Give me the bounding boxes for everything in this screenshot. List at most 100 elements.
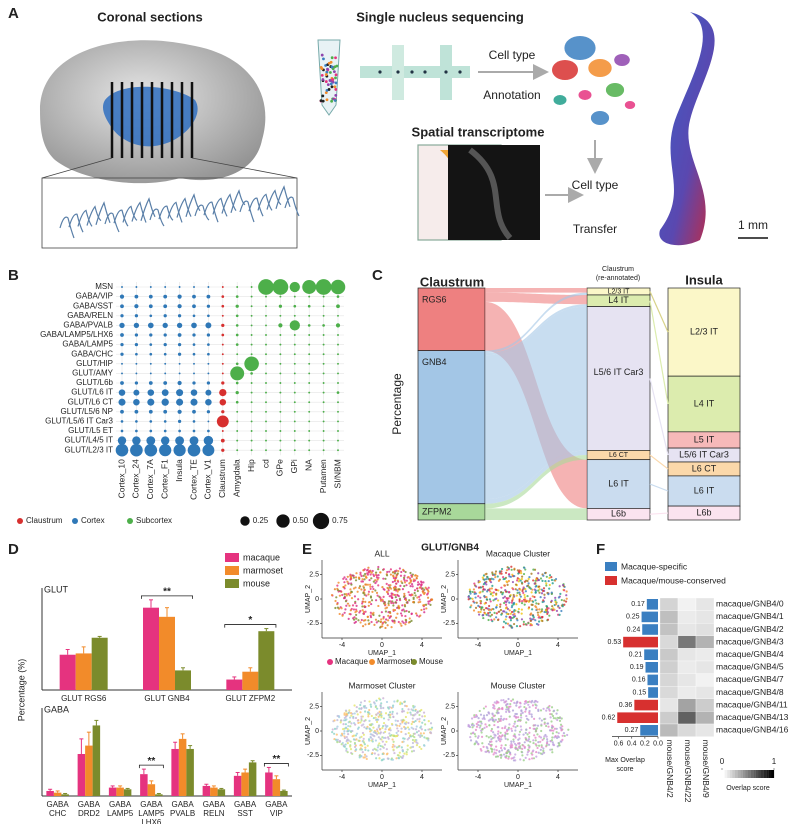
column-label: Cortex_F1 bbox=[159, 459, 169, 499]
section-slice bbox=[68, 213, 84, 233]
umap-point bbox=[368, 708, 371, 712]
umap-point bbox=[474, 596, 477, 599]
umap-point bbox=[382, 595, 385, 599]
nucleus bbox=[324, 64, 328, 67]
umap-point bbox=[475, 585, 478, 588]
umap-point bbox=[375, 757, 378, 760]
dot bbox=[149, 343, 153, 346]
dot bbox=[173, 444, 186, 457]
umap-point bbox=[403, 592, 406, 595]
dot bbox=[221, 286, 224, 288]
umap-point bbox=[397, 620, 400, 624]
dot bbox=[265, 353, 267, 356]
umap-point bbox=[512, 740, 515, 743]
umap-point bbox=[400, 746, 403, 749]
umap-point bbox=[347, 724, 350, 728]
dot bbox=[221, 333, 225, 337]
umap-point bbox=[475, 713, 478, 717]
value-label: 0.19 bbox=[630, 664, 644, 671]
umap-point bbox=[384, 610, 388, 613]
dot bbox=[147, 398, 155, 406]
umap-point bbox=[371, 740, 374, 743]
dot bbox=[337, 439, 339, 442]
umap-point bbox=[385, 582, 388, 585]
section-slice bbox=[221, 193, 237, 214]
umap-point bbox=[427, 728, 430, 731]
cluster-blob bbox=[624, 101, 636, 109]
umap-point bbox=[532, 757, 536, 760]
nucleus bbox=[330, 99, 334, 103]
umap-point bbox=[343, 716, 346, 720]
umap-point bbox=[370, 729, 373, 732]
dot bbox=[293, 334, 296, 336]
heat-cell bbox=[695, 635, 715, 649]
chart-title: GABA bbox=[44, 704, 69, 714]
umap-point bbox=[357, 721, 360, 725]
dot bbox=[308, 439, 311, 442]
umap-point bbox=[540, 745, 543, 749]
umap-point bbox=[423, 592, 426, 596]
umap-point bbox=[532, 600, 535, 603]
umap-point bbox=[398, 751, 401, 754]
umap-point bbox=[472, 600, 475, 603]
dot bbox=[134, 294, 139, 299]
umap-point bbox=[504, 622, 507, 625]
dot bbox=[293, 314, 296, 317]
umap-point bbox=[534, 730, 537, 733]
umap-point bbox=[358, 756, 361, 759]
dot bbox=[176, 389, 184, 397]
umap-point bbox=[348, 720, 351, 723]
umap-point bbox=[388, 595, 391, 598]
bar bbox=[210, 787, 218, 796]
umap-point bbox=[367, 749, 370, 752]
dot bbox=[293, 353, 296, 356]
bar bbox=[258, 631, 275, 690]
umap-point bbox=[364, 748, 367, 752]
dot bbox=[221, 448, 225, 452]
umap-point bbox=[351, 752, 354, 755]
umap-point bbox=[496, 732, 500, 735]
umap-point bbox=[389, 587, 393, 590]
y-axis-title: UMAP_2 bbox=[305, 585, 312, 613]
umap-point bbox=[565, 594, 568, 597]
umap-point bbox=[374, 599, 378, 602]
umap-point bbox=[385, 753, 389, 756]
dot bbox=[265, 430, 267, 432]
umap-point bbox=[499, 603, 502, 606]
dot bbox=[206, 304, 211, 308]
umap-point bbox=[475, 722, 478, 726]
dot bbox=[221, 372, 224, 375]
umap-point bbox=[474, 728, 478, 731]
umap-point bbox=[368, 700, 371, 703]
column-label: mouse/GNB4/9 bbox=[701, 740, 711, 798]
umap-point bbox=[547, 593, 550, 596]
y-tick-label: -2.5 bbox=[307, 752, 319, 759]
umap-point bbox=[335, 596, 338, 599]
dot bbox=[279, 401, 282, 404]
dot bbox=[279, 372, 282, 375]
row-label: GLUT/L5/6 IT Car3 bbox=[45, 417, 113, 426]
umap-point bbox=[493, 723, 496, 727]
value-label: 0.62 bbox=[602, 715, 616, 722]
umap-point bbox=[518, 569, 521, 572]
column-label: Cortex_V1 bbox=[203, 459, 213, 499]
dot bbox=[120, 409, 124, 414]
dot bbox=[163, 333, 167, 337]
row-label: GLUT/L4/5 IT bbox=[65, 436, 114, 445]
umap-point bbox=[503, 595, 507, 598]
umap-point bbox=[406, 738, 409, 741]
umap-point bbox=[405, 609, 408, 613]
umap-point bbox=[344, 743, 347, 746]
umap-point bbox=[344, 600, 348, 603]
dot bbox=[149, 286, 152, 288]
umap-point bbox=[499, 731, 502, 734]
bar bbox=[634, 699, 658, 711]
umap-point bbox=[485, 725, 488, 728]
section-slice bbox=[185, 193, 201, 217]
umap-point bbox=[349, 576, 353, 579]
nucleus bbox=[320, 53, 324, 57]
umap-point bbox=[505, 580, 508, 583]
umap-point bbox=[391, 758, 394, 761]
umap-point bbox=[344, 726, 348, 729]
nucleus bbox=[321, 94, 325, 98]
